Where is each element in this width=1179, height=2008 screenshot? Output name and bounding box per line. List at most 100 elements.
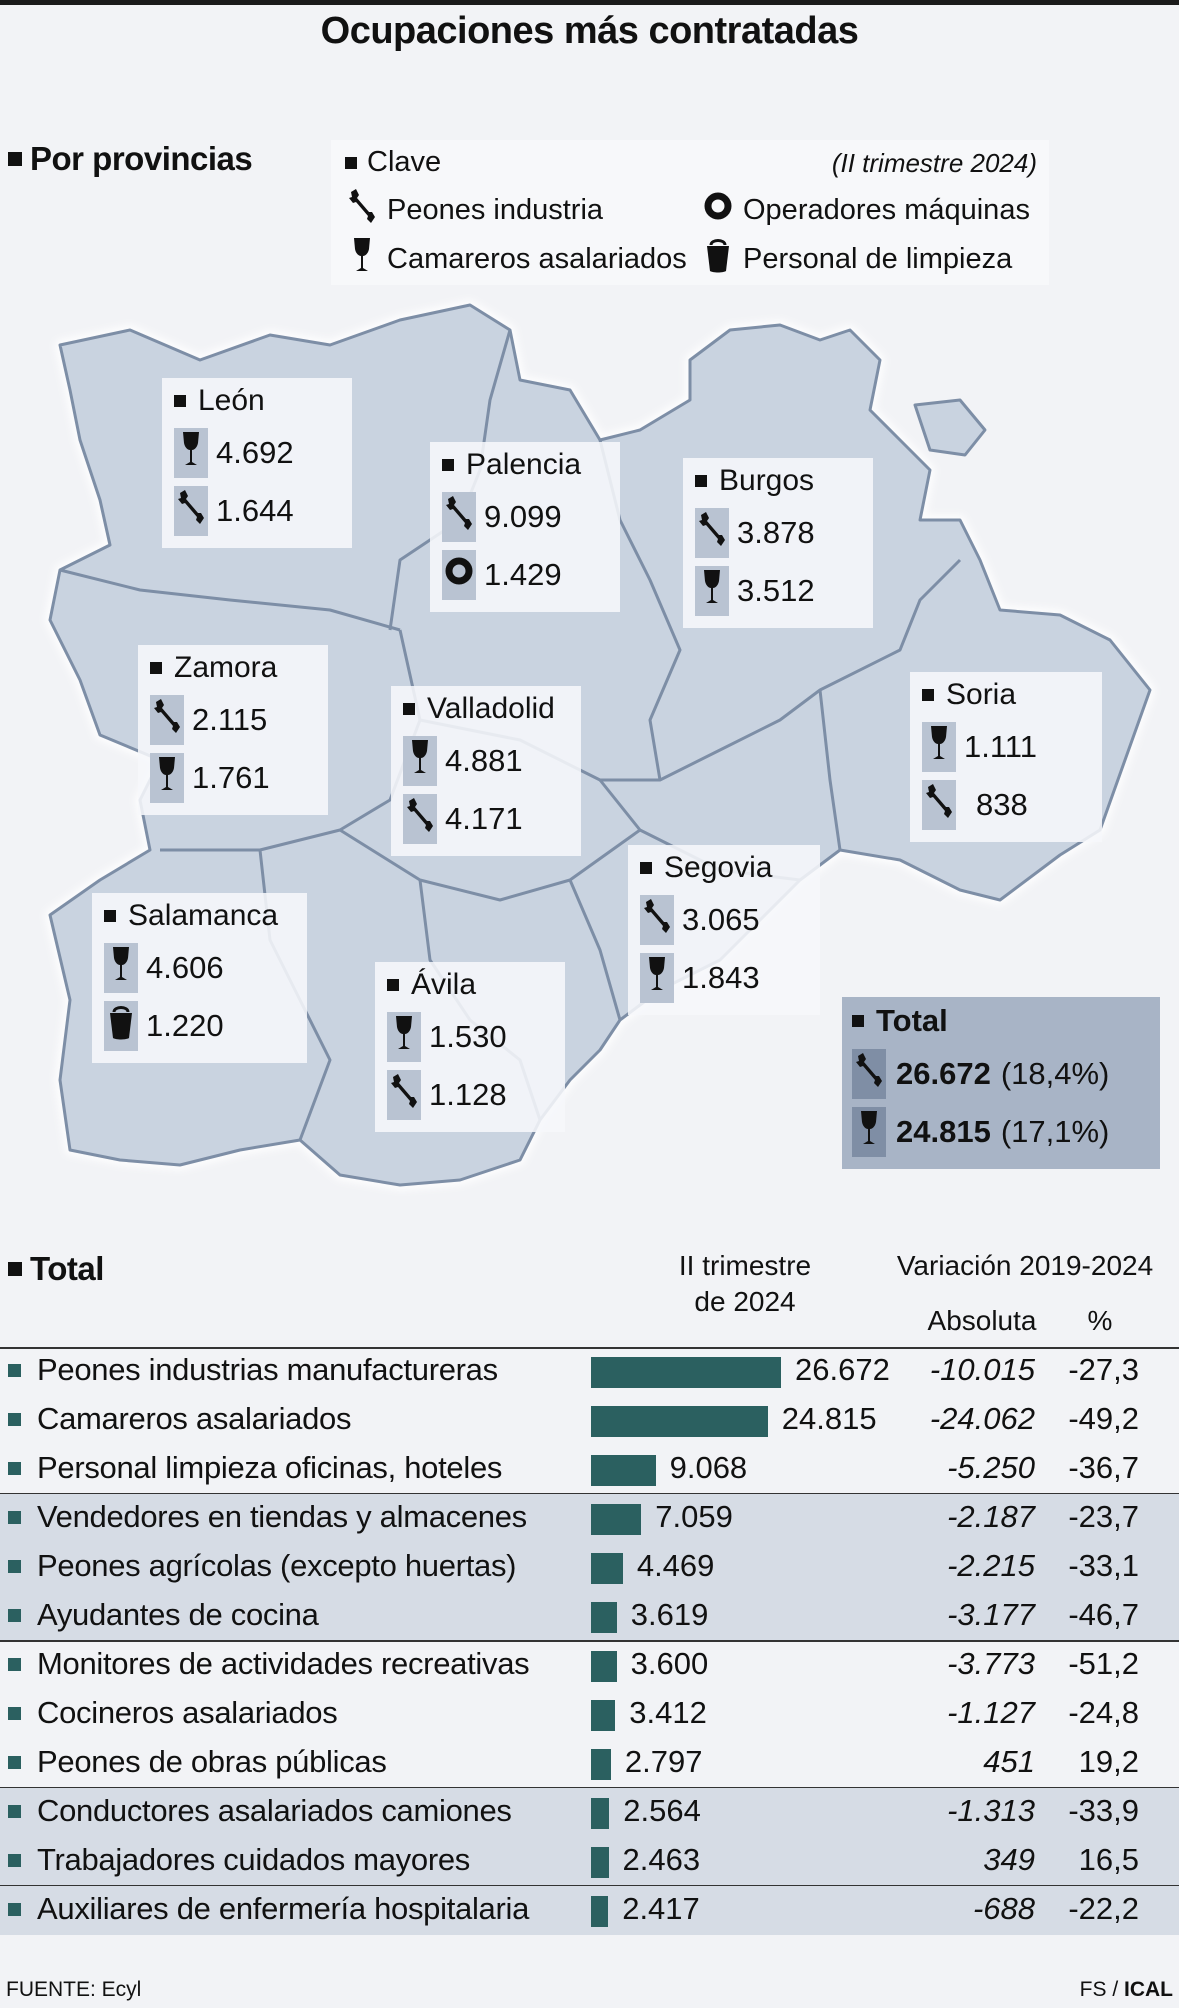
percent-change: -36,7 <box>1068 1450 1139 1485</box>
province-row: 3.878 <box>695 504 863 562</box>
absolute-change: -688 <box>972 1891 1035 1926</box>
bar <box>591 1504 642 1535</box>
total-value: 24.815 <box>896 1114 991 1149</box>
province-name: Zamora <box>174 651 278 684</box>
bullet-square <box>8 1804 21 1818</box>
row-label-text: Peones de obras públicas <box>37 1744 387 1779</box>
bar-value-label: 3.619 <box>630 1597 709 1632</box>
province-row: 2.115 <box>150 691 318 749</box>
province-row: 4.692 <box>174 424 342 482</box>
percent-change: -23,7 <box>1068 1499 1139 1534</box>
province-name: Valladolid <box>427 692 555 725</box>
percent-header: % <box>1087 1305 1113 1336</box>
wine-glass-icon <box>176 429 206 477</box>
province-name: Salamanca <box>128 899 279 932</box>
province-value: 4.171 <box>445 801 523 836</box>
bullet-square <box>922 689 934 701</box>
wrench-icon <box>176 487 206 535</box>
row-label-text: Trabajadores cuidados mayores <box>37 1842 470 1877</box>
wine-glass-icon <box>642 954 672 1002</box>
wrench-icon <box>642 896 672 944</box>
row-label: Trabajadores cuidados mayores <box>8 1842 470 1878</box>
bar <box>591 1651 617 1682</box>
wrench-icon <box>444 493 474 541</box>
wine-glass-icon <box>345 235 379 283</box>
province-value: 1.644 <box>216 493 294 528</box>
absolute-header: Absoluta <box>927 1305 1037 1336</box>
legend-item-wrench: Peones industria <box>345 186 603 234</box>
total-value: 26.672 <box>896 1056 991 1091</box>
province-value: 3.512 <box>737 573 815 608</box>
top-rule <box>0 0 1179 5</box>
province-row: 4.606 <box>104 939 297 997</box>
row-label-text: Vendedores en tiendas y almacenes <box>37 1499 527 1534</box>
wine-glass-icon <box>854 1108 884 1156</box>
wine-glass-icon <box>106 944 136 992</box>
province-name: Soria <box>946 678 1017 711</box>
province-row: 3.512 <box>695 562 863 620</box>
period-header-line1: II trimestre <box>678 1250 812 1281</box>
legend-item-label: Operadores máquinas <box>743 193 1030 226</box>
bullet-square <box>8 1412 21 1426</box>
absolute-change: -24.062 <box>929 1401 1035 1436</box>
absolute-change: -5.250 <box>947 1450 1035 1485</box>
table-row: Cocineros asalariados 3.412 -1.127 -24,8 <box>0 1690 1179 1739</box>
province-row: 1.530 <box>387 1008 555 1066</box>
table-row: Vendedores en tiendas y almacenes 7.059 -2… <box>0 1494 1179 1543</box>
total-percent: (18,4%) <box>1000 1056 1110 1091</box>
percent-change: -24,8 <box>1068 1695 1139 1730</box>
row-label-text: Peones agrícolas (excepto huertas) <box>37 1548 517 1583</box>
bar <box>591 1357 781 1388</box>
wine-glass-icon <box>389 1013 419 1061</box>
table-row: Personal limpieza oficinas, hoteles 9.068… <box>0 1445 1179 1494</box>
ring-icon <box>701 186 735 234</box>
total-row: 26.672 (18,4%) <box>852 1045 1150 1103</box>
province-value: 1.429 <box>484 557 562 592</box>
absolute-change: -1.313 <box>947 1793 1035 1828</box>
province-value: 1.111 <box>964 729 1037 764</box>
absolute-change: -1.127 <box>947 1695 1035 1730</box>
row-label: Personal limpieza oficinas, hoteles <box>8 1450 502 1486</box>
absolute-change: -3.773 <box>947 1646 1035 1681</box>
table-row: Trabajadores cuidados mayores 2.463 349 16,… <box>0 1837 1179 1886</box>
wrench-icon <box>697 509 727 557</box>
legend-item-label: Camareros asalariados <box>387 242 687 275</box>
bar-value-label: 26.672 <box>795 1352 890 1387</box>
row-label: Ayudantes de cocina <box>8 1597 319 1633</box>
group-rule <box>0 1640 1179 1642</box>
bar <box>591 1602 617 1633</box>
bullet-square <box>695 475 707 487</box>
province-row: 1.220 <box>104 997 297 1055</box>
bullet-square <box>104 910 116 922</box>
wine-glass-icon <box>924 723 954 771</box>
percent-change: -22,2 <box>1068 1891 1139 1926</box>
province-name: Ávila <box>411 968 477 1001</box>
total-percent: (17,1%) <box>1000 1114 1110 1149</box>
province-value: 4.692 <box>216 435 294 470</box>
legend: Clave (II trimestre 2024) Peones industr… <box>331 140 1049 285</box>
percent-change: -51,2 <box>1068 1646 1139 1681</box>
province-value: 4.881 <box>445 743 523 778</box>
province-row: 1.111 <box>922 718 1092 776</box>
bullet-square <box>8 1755 21 1769</box>
province-name: Burgos <box>719 464 815 497</box>
legend-title: Clave <box>345 146 441 179</box>
bar-value-label: 9.068 <box>669 1450 748 1485</box>
bullet-square <box>8 1559 21 1573</box>
total-box-title: Total <box>876 1003 948 1038</box>
table-row: Auxiliares de enfermería hospitalaria 2.4… <box>0 1886 1179 1935</box>
bullet-square <box>8 1902 21 1916</box>
row-label-text: Camareros asalariados <box>37 1401 352 1436</box>
row-label-text: Peones industrias manufactureras <box>37 1352 498 1387</box>
row-label-text: Monitores de actividades recreativas <box>37 1646 530 1681</box>
row-label-text: Cocineros asalariados <box>37 1695 338 1730</box>
wrench-icon <box>854 1050 884 1098</box>
wine-glass-icon <box>405 737 435 785</box>
province-segovia: Segovia 3.065 1.843 <box>628 845 820 1015</box>
percent-change: -33,1 <box>1068 1548 1139 1583</box>
province-salamanca: Salamanca 4.606 1.220 <box>92 893 307 1063</box>
province-name: León <box>198 384 265 417</box>
bar-value-label: 7.059 <box>655 1499 733 1534</box>
percent-change: -46,7 <box>1068 1597 1139 1632</box>
province-value: 1.530 <box>429 1019 507 1054</box>
